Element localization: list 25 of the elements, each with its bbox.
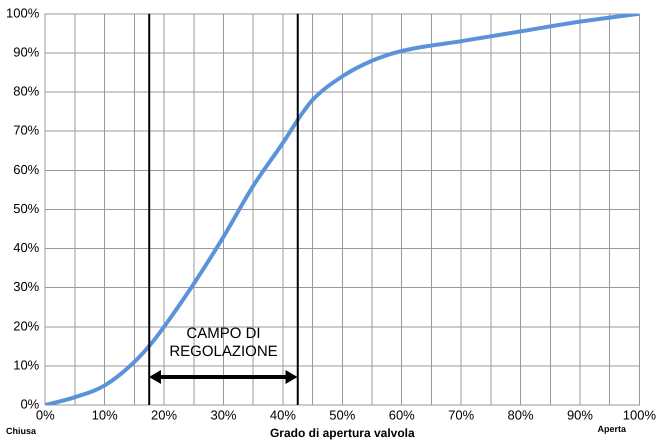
x-tick-label: 70% xyxy=(448,407,475,422)
x-tick-label: 60% xyxy=(388,407,416,422)
x-tick-label: 30% xyxy=(210,407,237,422)
y-tick-label: 50% xyxy=(13,200,40,216)
y-tick-label: 20% xyxy=(13,318,40,334)
line-series xyxy=(45,14,640,405)
y-tick-label: 70% xyxy=(13,122,40,138)
x-tick-label: 40% xyxy=(270,407,296,422)
y-tick-label: 10% xyxy=(13,357,40,372)
y-tick-label: 80% xyxy=(13,84,40,99)
x-tick-label: 20% xyxy=(151,407,178,422)
y-tick-label: 60% xyxy=(13,162,40,177)
x-tick-label: 100% xyxy=(622,407,656,422)
x-tick-label: 90% xyxy=(566,407,594,422)
text: Chiusa xyxy=(6,426,37,436)
y-tick-label: 40% xyxy=(13,240,40,256)
text: Aperta xyxy=(597,424,627,434)
x-tick-label: 10% xyxy=(92,407,118,422)
annotation: CAMPO DI REGOLAZIONE xyxy=(169,325,278,360)
y-tick-label: 100% xyxy=(6,5,40,20)
x-tick-label: 80% xyxy=(508,407,534,422)
x-axis-title: Grado di apertura valvola xyxy=(270,426,415,440)
x-tick-label: 50% xyxy=(329,407,356,422)
y-tick-label: 30% xyxy=(13,279,40,294)
y-tick-label: 90% xyxy=(13,44,40,60)
